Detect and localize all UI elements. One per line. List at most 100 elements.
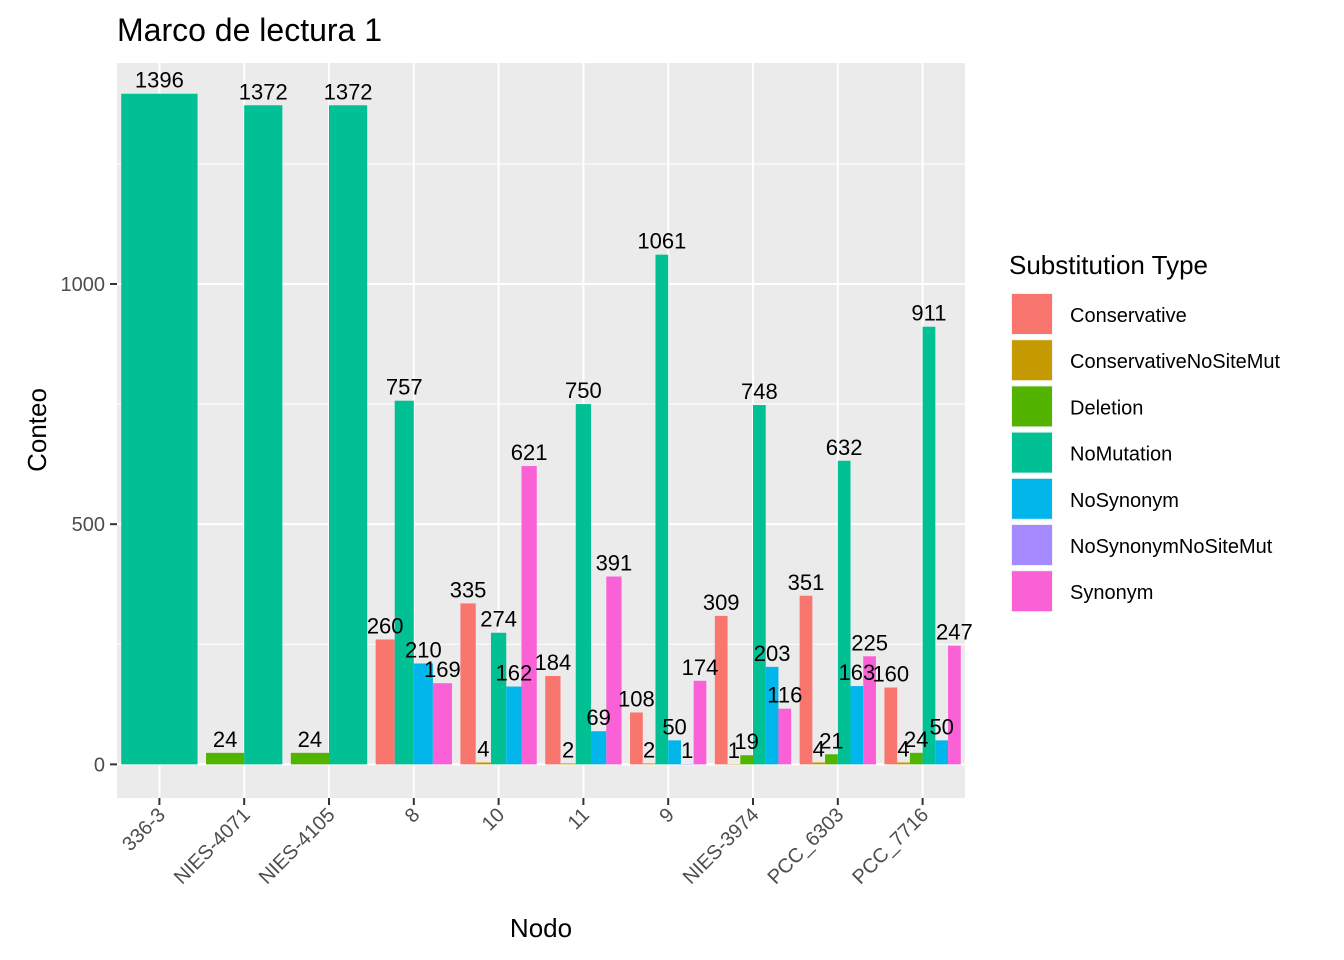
data-label-10-conservativenositemut: 4 bbox=[477, 736, 489, 761]
bar-pcc-7716-conservative bbox=[884, 687, 898, 765]
data-label-nies-4105-deletion: 24 bbox=[298, 727, 322, 752]
bar-11-synonym bbox=[606, 576, 622, 765]
data-label-8-synonym: 169 bbox=[424, 657, 461, 682]
data-label-nies-3974-nomutation: 748 bbox=[741, 379, 778, 404]
y-axis-title: Conteo bbox=[22, 388, 52, 472]
x-tick-label: NIES-4105 bbox=[255, 804, 340, 889]
bar-pcc-7716-deletion bbox=[909, 752, 923, 765]
data-label-11-nomutation: 750 bbox=[565, 378, 602, 403]
data-label-nies-3974-conservative: 309 bbox=[703, 590, 740, 615]
bar-9-conservative bbox=[630, 712, 643, 765]
data-label-9-nosynonymnositemut: 1 bbox=[681, 738, 693, 763]
legend-label-nosynonymnositemut: NoSynonymNoSiteMut bbox=[1070, 536, 1273, 558]
data-label-pcc-6303-conservative: 351 bbox=[788, 570, 825, 595]
legend: Substitution Type Conservative Conservati… bbox=[1009, 250, 1281, 613]
data-label-nies-3974-deletion: 19 bbox=[734, 729, 758, 754]
data-labels-group: 1396241372241372260757210169335427416262… bbox=[135, 68, 973, 763]
data-label-nies-4071-nomutation: 1372 bbox=[239, 79, 288, 104]
bar-nies-3974-deletion bbox=[740, 755, 753, 765]
legend-swatch-nosynonym bbox=[1012, 478, 1052, 519]
bar-pcc-6303-conservative bbox=[799, 595, 813, 765]
data-label-9-conservativenositemut: 2 bbox=[643, 737, 655, 762]
legend-swatch-deletion bbox=[1012, 386, 1052, 427]
bar-nies-3974-nosynonym bbox=[765, 666, 779, 765]
bar-11-nosynonym bbox=[591, 731, 607, 765]
x-tick-label: 10 bbox=[478, 804, 509, 835]
bar-pcc-7716-nosynonym bbox=[935, 740, 949, 765]
bar-10-nomutation bbox=[490, 632, 507, 765]
bar-nies-4071-deletion bbox=[206, 752, 245, 765]
data-label-11-conservativenositemut: 2 bbox=[562, 737, 574, 762]
data-label-pcc-7716-nosynonym: 50 bbox=[929, 714, 953, 739]
legend-label-synonym: Synonym bbox=[1070, 582, 1153, 604]
x-axis: 336-3 NIES-4071 NIES-4105 8 10 11 9 NIES-3974 PC… bbox=[118, 798, 933, 889]
bar-pcc-6303-nomutation bbox=[837, 460, 851, 765]
bar-nies-4071-nomutation bbox=[244, 105, 283, 765]
bar-nies-4105-deletion bbox=[290, 752, 329, 765]
bar-pcc-6303-synonym bbox=[863, 656, 876, 765]
data-label-nies-3974-conservativenositemut: 1 bbox=[728, 738, 740, 763]
y-tick-label: 1000 bbox=[61, 274, 106, 296]
bar-11-nomutation bbox=[575, 404, 592, 765]
data-label-10-nomutation: 274 bbox=[480, 607, 517, 632]
legend-label-deletion: Deletion bbox=[1070, 397, 1143, 419]
bar-9-nomutation bbox=[655, 254, 669, 765]
data-label-pcc-7716-nomutation: 911 bbox=[911, 301, 946, 326]
legend-swatch-nosynonymnositemut bbox=[1012, 525, 1052, 565]
data-label-pcc-6303-deletion: 21 bbox=[819, 728, 843, 753]
bar-pcc-7716-conservativenositemut bbox=[897, 762, 910, 765]
chart-title: Marco de lectura 1 bbox=[117, 12, 382, 48]
data-label-8-nosynonym: 210 bbox=[405, 637, 442, 662]
bar-pcc-7716-nomutation bbox=[922, 326, 936, 765]
data-label-9-nomutation: 1061 bbox=[637, 229, 686, 254]
data-label-nies-4105-nomutation: 1372 bbox=[324, 79, 373, 104]
bar-pcc-6303-conservativenositemut bbox=[812, 762, 826, 765]
legend-label-nomutation: NoMutation bbox=[1070, 444, 1172, 466]
data-label-9-nosynonym: 50 bbox=[662, 714, 686, 739]
x-tick-label: PCC_6303 bbox=[764, 804, 849, 889]
x-tick-label: 8 bbox=[401, 804, 424, 827]
bar-nies-3974-conservative bbox=[714, 615, 728, 765]
y-tick-label: 500 bbox=[72, 514, 105, 536]
bar-10-conservative bbox=[460, 603, 476, 765]
bar-336-3-nomutation bbox=[121, 93, 198, 765]
data-label-pcc-7716-synonym: 247 bbox=[936, 620, 973, 645]
data-label-pcc-6303-conservativenositemut: 4 bbox=[813, 736, 825, 761]
bar-9-nosynonym bbox=[668, 740, 681, 765]
legend-label-conservative: Conservative bbox=[1070, 305, 1187, 327]
data-label-8-nomutation: 757 bbox=[386, 375, 423, 400]
legend-title: Substitution Type bbox=[1009, 250, 1208, 280]
data-label-pcc-7716-conservative: 160 bbox=[872, 662, 909, 687]
bar-8-nomutation bbox=[394, 400, 414, 765]
x-tick-label: NIES-3974 bbox=[679, 804, 764, 889]
bar-8-conservative bbox=[375, 639, 395, 765]
data-label-8-conservative: 260 bbox=[367, 613, 404, 638]
bars-group bbox=[121, 93, 961, 765]
bar-pcc-6303-deletion bbox=[825, 754, 838, 765]
data-label-pcc-6303-synonym: 225 bbox=[851, 630, 888, 655]
y-axis: 0 500 1000 bbox=[61, 274, 117, 776]
legend-label-conservativenositemut: ConservativeNoSiteMut bbox=[1070, 351, 1281, 373]
bar-9-conservativenositemut bbox=[642, 763, 656, 765]
x-tick-label: NIES-4071 bbox=[170, 804, 255, 889]
x-axis-title: Nodo bbox=[510, 913, 572, 943]
data-label-11-nosynonym: 69 bbox=[586, 705, 610, 730]
data-label-10-nosynonym: 162 bbox=[496, 661, 533, 686]
bar-9-synonym bbox=[693, 680, 707, 765]
legend-swatch-nomutation bbox=[1012, 432, 1052, 473]
bar-10-conservativenositemut bbox=[475, 762, 491, 765]
legend-swatch-conservativenositemut bbox=[1012, 340, 1052, 381]
data-label-pcc-7716-conservativenositemut: 4 bbox=[897, 736, 909, 761]
bar-10-nosynonym bbox=[506, 686, 522, 765]
bar-pcc-6303-nosynonym bbox=[850, 686, 864, 765]
bar-8-synonym bbox=[432, 683, 452, 765]
data-label-nies-4071-deletion: 24 bbox=[213, 727, 237, 752]
data-label-10-conservative: 335 bbox=[450, 577, 487, 602]
bar-pcc-7716-synonym bbox=[948, 645, 961, 765]
data-label-pcc-6303-nosynonym: 163 bbox=[839, 660, 876, 685]
bar-10-synonym bbox=[521, 466, 537, 765]
data-label-nies-3974-synonym: 116 bbox=[767, 683, 802, 708]
legend-label-nosynonym: NoSynonym bbox=[1070, 490, 1179, 512]
data-label-9-synonym: 174 bbox=[682, 655, 719, 680]
